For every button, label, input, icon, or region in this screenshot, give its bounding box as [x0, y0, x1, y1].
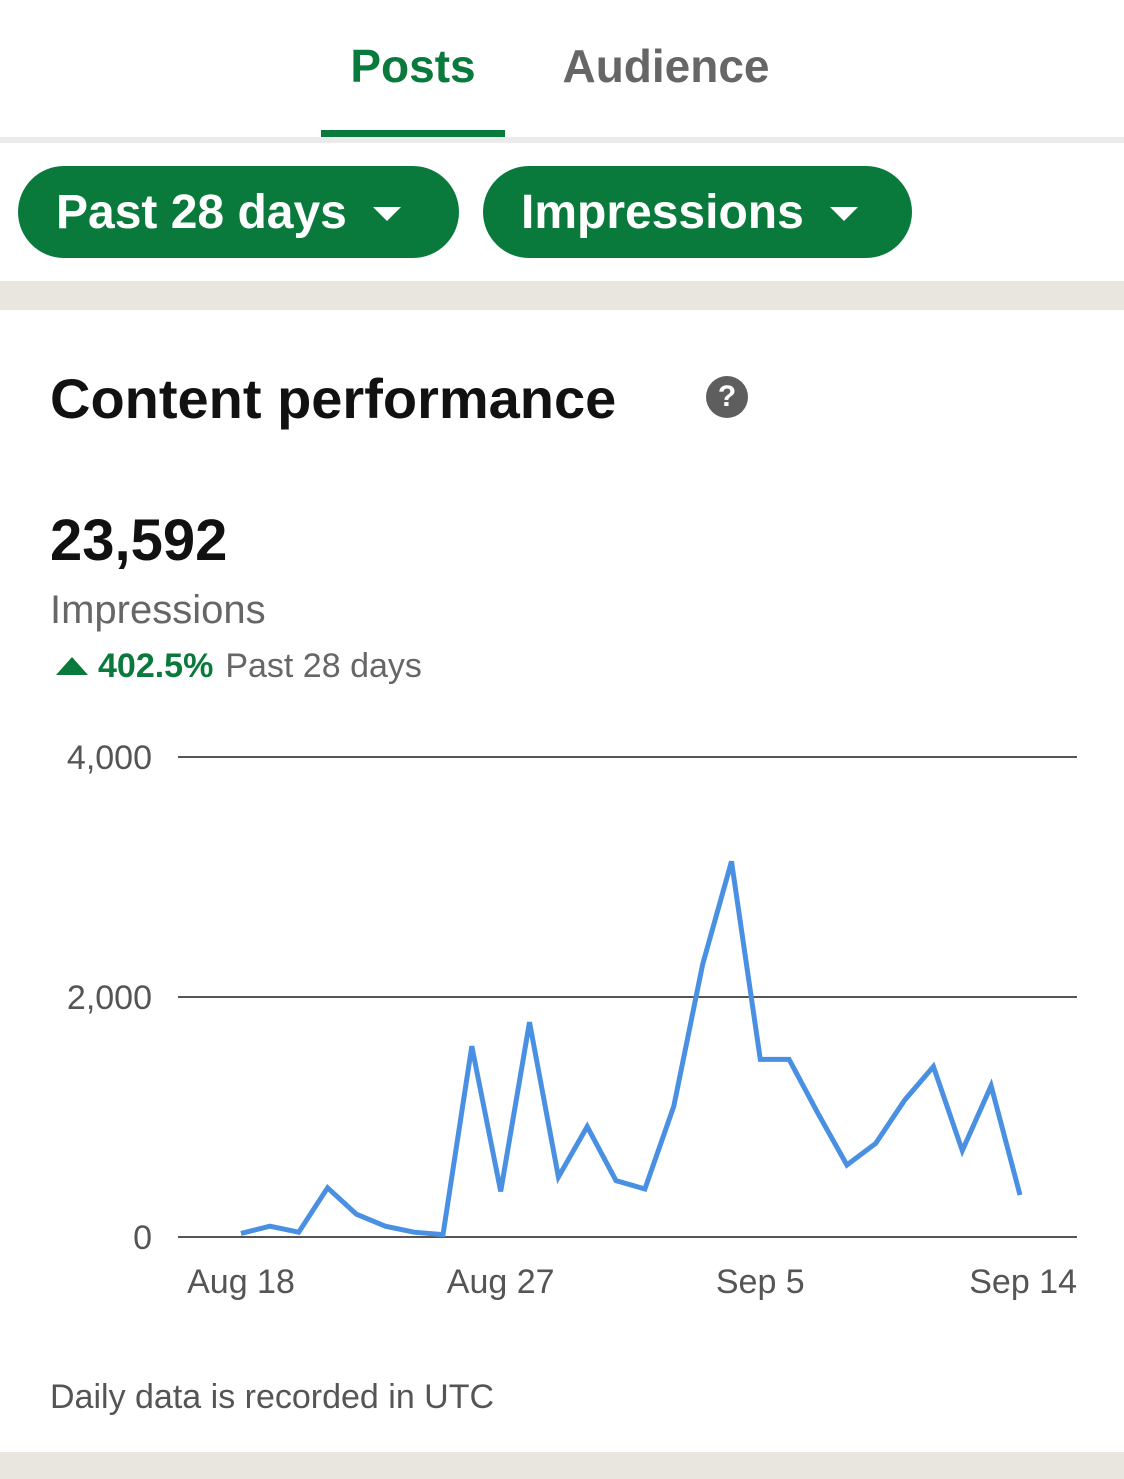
section-separator [0, 281, 1124, 310]
help-icon[interactable]: ? [706, 376, 748, 418]
period-filter-label: Past 28 days [56, 185, 347, 239]
y-tick-label: 4,000 [67, 739, 152, 777]
tab-bar: Posts Audience [0, 0, 1124, 138]
tab-posts[interactable]: Posts [350, 40, 476, 92]
series-line [240, 860, 1023, 1238]
caret-down-icon [372, 207, 401, 221]
change-period: Past 28 days [225, 646, 422, 685]
section-separator [0, 1452, 1124, 1479]
content-performance-card: Content performance ? 23,592 Impressions… [0, 310, 1124, 1452]
chart-footnote: Daily data is recorded in UTC [50, 1378, 495, 1416]
divider [0, 137, 1124, 143]
tab-audience[interactable]: Audience [562, 40, 770, 92]
y-tick-label: 2,000 [67, 979, 152, 1017]
metric-label: Impressions [50, 588, 266, 632]
triangle-up-icon [56, 657, 88, 675]
metric-filter-button[interactable]: Impressions [483, 166, 912, 258]
change-value: 402.5% [98, 646, 214, 685]
impressions-chart: 0 2,000 4,000 Aug 18 Aug 27 Sep 5 Sep 14 [67, 739, 1077, 1301]
metric-filter-label: Impressions [521, 185, 804, 239]
total-impressions: 23,592 [50, 508, 228, 573]
card-title: Content performance [50, 367, 617, 430]
x-tick-label: Aug 18 [187, 1263, 295, 1301]
filter-bar: Past 28 days Impressions [0, 143, 1124, 281]
x-tick-label: Sep 14 [969, 1263, 1077, 1301]
active-tab-indicator [321, 130, 505, 138]
period-filter-button[interactable]: Past 28 days [18, 166, 459, 258]
y-tick-label: 0 [133, 1219, 152, 1257]
x-tick-label: Sep 5 [716, 1263, 805, 1301]
x-tick-label: Aug 27 [447, 1263, 555, 1301]
change-indicator: 402.5% Past 28 days [56, 644, 422, 688]
caret-down-icon [829, 207, 858, 221]
